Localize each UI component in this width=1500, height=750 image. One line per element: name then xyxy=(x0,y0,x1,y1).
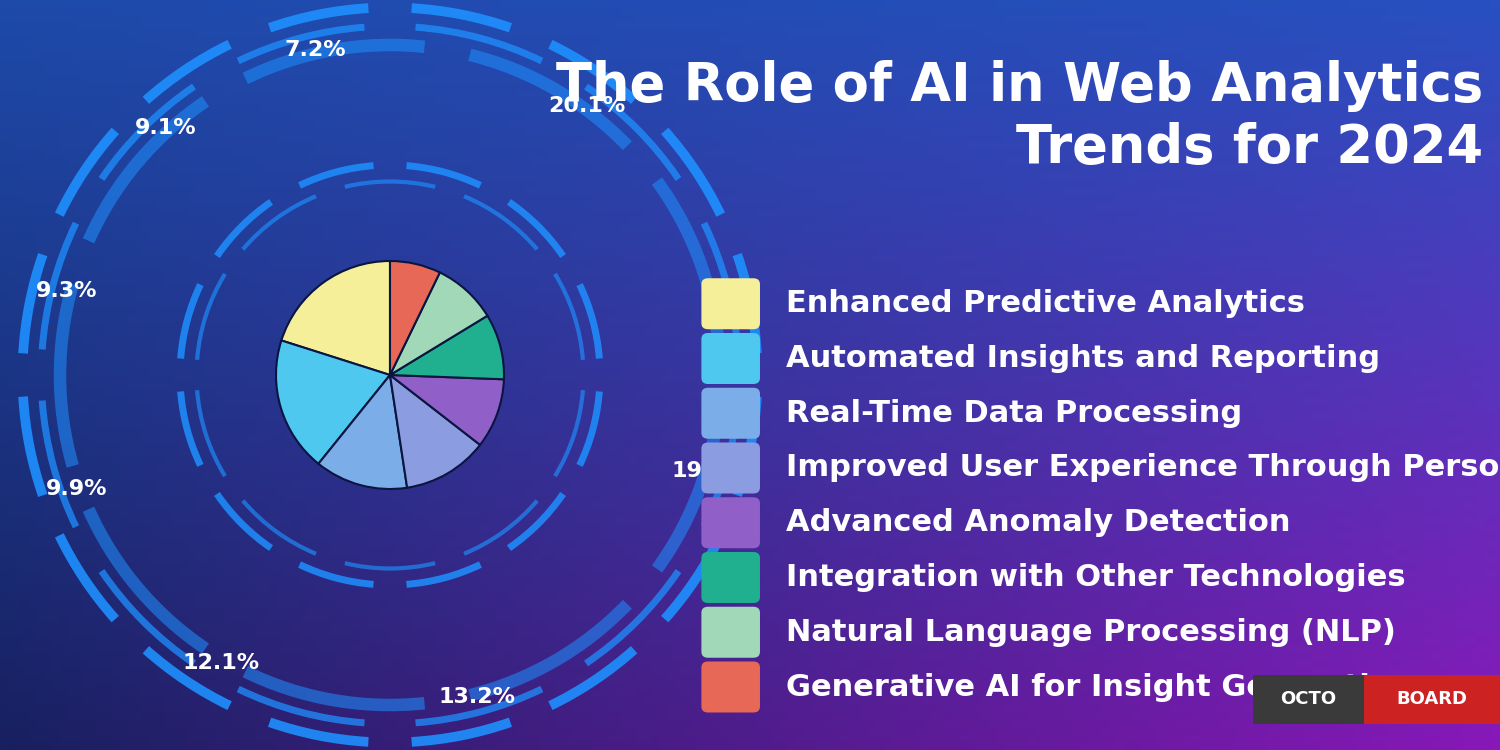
Text: BOARD: BOARD xyxy=(1396,690,1467,708)
Text: 9.3%: 9.3% xyxy=(36,281,98,301)
Wedge shape xyxy=(390,316,504,380)
Text: Enhanced Predictive Analytics: Enhanced Predictive Analytics xyxy=(786,290,1305,318)
Text: Advanced Anomaly Detection: Advanced Anomaly Detection xyxy=(786,509,1292,537)
Text: Automated Insights and Reporting: Automated Insights and Reporting xyxy=(786,344,1380,373)
Wedge shape xyxy=(282,261,390,375)
Text: 9.1%: 9.1% xyxy=(135,118,196,138)
Text: 19.1%: 19.1% xyxy=(670,461,748,482)
Text: 13.2%: 13.2% xyxy=(438,687,516,707)
FancyBboxPatch shape xyxy=(702,552,760,603)
Text: Real-Time Data Processing: Real-Time Data Processing xyxy=(786,399,1242,427)
FancyBboxPatch shape xyxy=(702,497,760,548)
Text: Integration with Other Technologies: Integration with Other Technologies xyxy=(786,563,1406,592)
Text: 20.1%: 20.1% xyxy=(549,95,626,116)
Text: Natural Language Processing (NLP): Natural Language Processing (NLP) xyxy=(786,618,1396,646)
Wedge shape xyxy=(390,272,488,375)
Text: OCTO: OCTO xyxy=(1280,690,1336,708)
Text: Generative AI for Insight Generation: Generative AI for Insight Generation xyxy=(786,673,1413,701)
FancyBboxPatch shape xyxy=(702,607,760,658)
Text: 12.1%: 12.1% xyxy=(183,652,260,673)
FancyBboxPatch shape xyxy=(702,333,760,384)
Wedge shape xyxy=(390,375,480,488)
Wedge shape xyxy=(390,261,439,375)
Text: 9.9%: 9.9% xyxy=(45,479,106,499)
Wedge shape xyxy=(276,340,390,464)
Text: Improved User Experience Through Personalization: Improved User Experience Through Persona… xyxy=(786,454,1500,482)
FancyBboxPatch shape xyxy=(702,388,760,439)
Wedge shape xyxy=(318,375,407,489)
Wedge shape xyxy=(390,375,504,445)
FancyBboxPatch shape xyxy=(702,278,760,329)
FancyBboxPatch shape xyxy=(702,442,760,494)
FancyBboxPatch shape xyxy=(1364,675,1500,724)
FancyBboxPatch shape xyxy=(702,662,760,712)
Text: 7.2%: 7.2% xyxy=(285,40,346,60)
FancyBboxPatch shape xyxy=(1252,675,1364,724)
Text: The Role of AI in Web Analytics
Trends for 2024: The Role of AI in Web Analytics Trends f… xyxy=(556,60,1484,174)
